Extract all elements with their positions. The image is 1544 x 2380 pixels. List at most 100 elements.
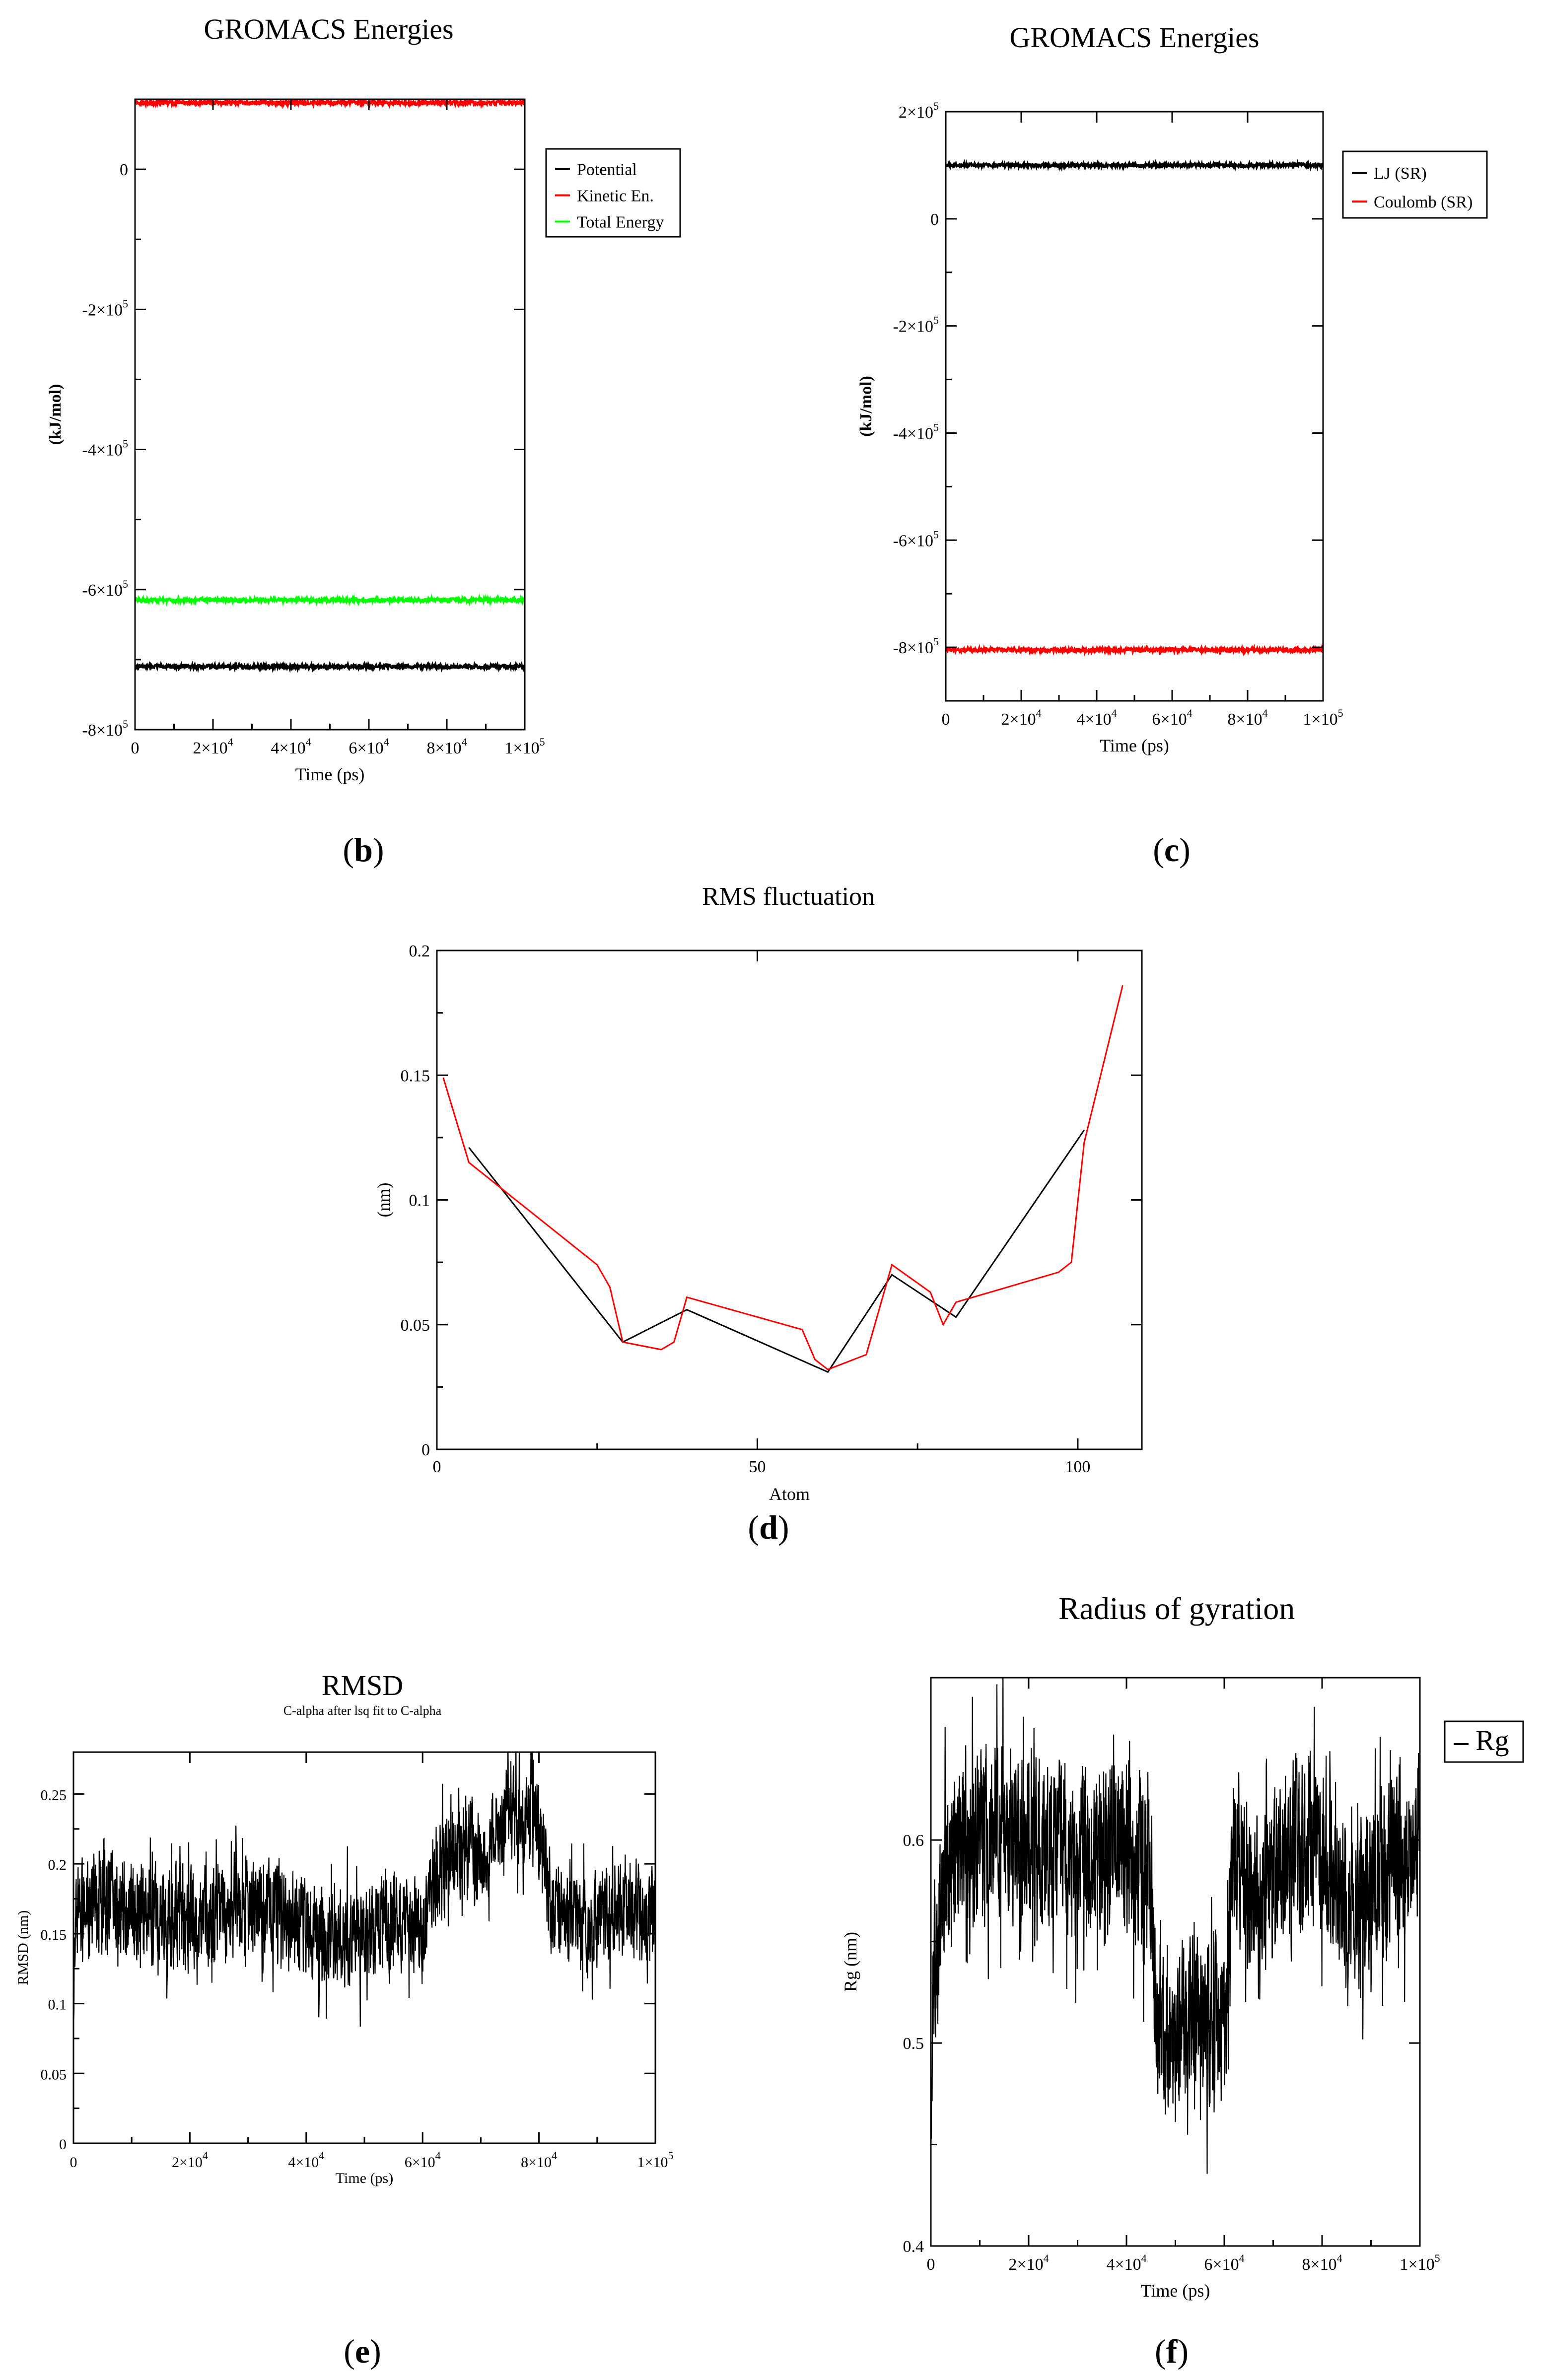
data-point-red: [955, 1301, 957, 1303]
chart-title-e: RMSD: [322, 1669, 403, 1701]
legend-f: Rg: [1444, 1720, 1524, 1763]
data-point-red: [686, 1296, 688, 1298]
panel-label-f: (f): [1155, 2332, 1189, 2370]
chart-panel-d: RMS fluctuation 0 50 100 0 0.05 0.1 0.15 0.2 Atom…: [374, 883, 1143, 1546]
y-axis-label: Rg (nm): [841, 1932, 860, 1992]
data-point-black: [827, 1371, 829, 1373]
chart-subtitle-e: C-alpha after lsq fit to C-alpha: [283, 1703, 442, 1718]
data-point-red: [673, 1342, 675, 1343]
series-line-potential: [135, 660, 525, 674]
data-point-black: [891, 1274, 893, 1276]
plot-area-c: [946, 158, 1323, 657]
panel-label-c: (c): [1153, 831, 1191, 869]
x-tick-label: 1×105: [637, 2149, 674, 2171]
chart-title-f: Radius of gyration: [1058, 1591, 1295, 1626]
y-tick-label: 0.2: [48, 1857, 67, 1873]
plot-frame-b: [134, 98, 526, 731]
x-tick-label: 2×104: [193, 736, 233, 757]
data-point-red: [622, 1342, 624, 1343]
x-tick-label: 6×104: [349, 736, 389, 757]
series-line-rmsd: [73, 1752, 655, 2027]
x-tick-label: 6×104: [1204, 2252, 1244, 2274]
plot-frame-c: [945, 111, 1324, 702]
series-line-lj-sr-: [946, 158, 1323, 172]
chart-panel-e: RMSD C-alpha after lsq fit to C-alpha 0 2×1…: [15, 1669, 673, 2370]
plot-area-f: [931, 1678, 1420, 2174]
panel-label-d: (d): [748, 1508, 789, 1546]
x-tick-label: 0: [433, 1458, 441, 1476]
data-point-red: [609, 1287, 611, 1288]
y-axis-label: (kJ/mol): [46, 384, 65, 445]
y-tick-label: -4×105: [893, 421, 939, 443]
x-tick-label: 0: [131, 739, 140, 757]
series-line-black: [468, 1129, 1085, 1373]
y-tick-label: 0.4: [903, 2238, 924, 2256]
panel-label-b: (b): [343, 831, 384, 869]
plot-area-b: [135, 99, 525, 674]
y-tick-label: 0.15: [41, 1927, 67, 1943]
x-tick-label: 8×104: [1227, 707, 1267, 729]
series-line-total-energy: [135, 593, 525, 607]
y-tick-label: 0: [59, 2136, 67, 2153]
x-tick-label: 50: [749, 1458, 766, 1476]
x-axis-label: Time (ps): [1141, 2281, 1210, 2301]
x-tick-label: 0: [70, 2154, 77, 2171]
y-tick-label: -6×105: [82, 578, 129, 600]
y-axis-label: RMSD (nm): [15, 1910, 31, 1985]
y-tick-label: 0: [421, 1441, 430, 1459]
y-tick-label: 0.6: [903, 1832, 924, 1850]
legend-b: Potential Kinetic En. Total Energy: [545, 148, 681, 238]
x-tick-label: 6×104: [405, 2149, 441, 2171]
x-tick-label: 8×104: [426, 736, 467, 757]
chart-title-c: GROMACS Energies: [1009, 21, 1259, 54]
data-point-black: [1084, 1130, 1085, 1131]
x-axis-label: Atom: [769, 1484, 810, 1504]
data-point-red: [596, 1264, 598, 1265]
y-tick-label: -8×105: [893, 635, 939, 657]
x-tick-label: 0: [942, 710, 950, 729]
x-tick-label: 4×104: [1076, 707, 1117, 729]
legend-box: [1342, 150, 1488, 219]
x-tick-label: 4×104: [288, 2149, 324, 2171]
legend-entry: LJ (SR): [1374, 164, 1427, 183]
data-point-black: [955, 1316, 957, 1318]
y-tick-label: 0.25: [41, 1787, 67, 1803]
x-tick-label: 1×105: [1400, 2252, 1440, 2274]
chart-panel-b: GROMACS Energies 0 2×104 4×104 6×104 8×104 1×1…: [46, 13, 681, 869]
data-point-red: [827, 1369, 829, 1370]
x-tick-label: 4×104: [1106, 2252, 1146, 2274]
data-point-red: [468, 1162, 470, 1163]
y-tick-label: 0.15: [401, 1067, 430, 1085]
data-point-red: [943, 1324, 944, 1325]
data-point-red: [1084, 1142, 1085, 1143]
y-axis-label: (kJ/mol): [857, 376, 875, 437]
chart-panel-f: Radius of gyration 0 2×104 4×104 6×104 8×104 1…: [841, 1591, 1524, 2370]
y-tick-label: -2×105: [893, 314, 939, 336]
data-point-black: [468, 1147, 470, 1148]
y-axis-label: (nm): [374, 1183, 394, 1218]
data-point-black: [686, 1309, 688, 1310]
chart-title-d: RMS fluctuation: [702, 883, 875, 911]
x-tick-label: 100: [1065, 1458, 1090, 1476]
legend-entry: Coulomb (SR): [1374, 193, 1473, 211]
data-point-red: [866, 1354, 867, 1355]
x-axis-label: Time (ps): [295, 764, 365, 784]
y-tick-label: 0.2: [409, 942, 430, 960]
data-point-red: [1122, 985, 1123, 986]
x-tick-label: 1×105: [1303, 707, 1343, 729]
legend-entry: Total Energy: [577, 213, 664, 232]
series-line-rg: [931, 1678, 1420, 2174]
y-tick-label: -8×105: [82, 718, 129, 740]
data-point-red: [814, 1359, 816, 1360]
y-tick-label: -4×105: [82, 438, 129, 460]
data-point-red: [661, 1349, 662, 1350]
x-tick-label: 2×104: [1008, 2252, 1049, 2274]
y-tick-label: -2×105: [82, 297, 129, 319]
y-tick-label: 0: [930, 210, 939, 229]
x-tick-label: 2×104: [172, 2149, 208, 2171]
y-tick-label: 0.1: [409, 1192, 430, 1210]
data-point-red: [930, 1292, 931, 1293]
y-tick-label: 0: [120, 161, 128, 179]
x-tick-label: 8×104: [521, 2149, 557, 2171]
